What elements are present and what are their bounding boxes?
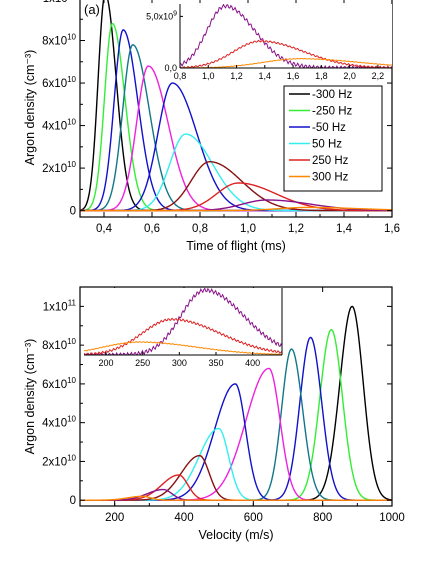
legend-label: 50 Hz xyxy=(312,139,342,151)
plot-frame xyxy=(79,286,393,507)
inset-x-tick-label: 1,6 xyxy=(287,71,300,81)
inset-y-tick-label: 5,0x109 xyxy=(146,10,177,21)
x-tick-label: 800 xyxy=(313,512,332,524)
x-tick-label: 400 xyxy=(174,512,193,524)
inset-x-tick-label: 350 xyxy=(208,358,223,368)
x-tick-label: 0,6 xyxy=(144,223,160,235)
x-axis-label: Time of flight (ms) xyxy=(186,239,286,253)
y-axis-label: Argon density (cm⁻³) xyxy=(23,339,37,455)
legend-label: 250 Hz xyxy=(312,155,349,167)
series-line xyxy=(80,495,392,501)
inset-x-tick-label: 0,8 xyxy=(174,71,187,81)
y-tick-label: 2x1010 xyxy=(42,453,76,468)
series-line xyxy=(80,427,392,501)
x-tick-label: 1,2 xyxy=(288,223,304,235)
y-tick-label: 0 xyxy=(70,495,76,507)
legend-label: -250 Hz xyxy=(312,106,353,118)
legend-label: 300 Hz xyxy=(312,172,349,184)
x-tick-label: 1,4 xyxy=(336,223,353,235)
x-axis: 0,4 0,6 0,8 1,0 1,2 1,4 1,6 Time of flight (ms) xyxy=(79,0,400,253)
inset-x-tick-label: 1,2 xyxy=(230,71,243,81)
inset-background xyxy=(180,4,392,68)
y-axis-label: Argon density (cm⁻³) xyxy=(23,50,37,166)
series-line xyxy=(80,367,392,501)
series-line xyxy=(80,454,392,501)
inset-series-line xyxy=(84,317,282,355)
y-tick-label: 4x1010 xyxy=(42,415,76,430)
inset-x-tick-label: 1,4 xyxy=(259,71,272,81)
x-tick-label: 0,4 xyxy=(96,223,113,235)
y-tick-label: 8x1010 xyxy=(42,33,76,48)
y-tick-label: 4x1010 xyxy=(42,118,76,133)
inset-y-tick-label: 0,0 xyxy=(164,63,177,73)
inset-series-line xyxy=(84,341,282,355)
x-tick-label: 1,0 xyxy=(240,223,256,235)
plot-frame xyxy=(79,0,393,218)
inset-x-tick-label: 1,0 xyxy=(202,71,215,81)
y-tick-label: 2x1010 xyxy=(42,160,76,175)
inset-x-tick-label: 1,8 xyxy=(315,71,328,81)
x-tick-label: 600 xyxy=(244,512,263,524)
inset-plot: 200 250 300 350 400 xyxy=(84,288,283,368)
x-axis: 200 400 600 800 1000 Velocity (m/s) xyxy=(79,287,405,542)
inset-x-tick-label: 400 xyxy=(245,358,260,368)
legend-label: -300 Hz xyxy=(312,89,353,101)
x-axis-label: Velocity (m/s) xyxy=(198,528,273,542)
legend-box xyxy=(283,85,383,192)
x-tick-label: 1,6 xyxy=(384,223,400,235)
series-line xyxy=(80,206,392,212)
inset-series-line xyxy=(180,39,392,68)
inset-series-line xyxy=(84,288,282,355)
inset-plot: 0,8 1,0 1,2 1,4 1,6 1,8 2,0 2,2 0,0 5,0x109 xyxy=(146,4,392,81)
panel-b: 200 400 600 800 1000 Velocity (m/s) 0 2x1010 4x1… xyxy=(23,286,405,542)
inset-x-tick-label: 2,0 xyxy=(343,71,356,81)
y-axis: 0 2x1010 4x1010 6x1010 8x1010 1x1011 Argon den… xyxy=(23,0,392,218)
y-tick-label: 1x1011 xyxy=(43,0,77,5)
y-tick-label: 1x1011 xyxy=(43,298,77,313)
panel-label: (a) xyxy=(84,2,100,17)
y-tick-label: 8x1010 xyxy=(42,337,76,352)
inset-x-tick-label: 200 xyxy=(98,358,113,368)
inset-x-tick-label: 300 xyxy=(172,358,187,368)
y-tick-label: 0 xyxy=(70,206,76,218)
series-line xyxy=(80,474,392,501)
plot-area xyxy=(80,0,392,212)
y-tick-label: 6x1010 xyxy=(42,376,76,391)
inset-x-tick-label: 250 xyxy=(135,358,150,368)
x-tick-label: 0,8 xyxy=(192,223,208,235)
plot-area xyxy=(80,305,392,501)
y-axis: 0 2x1010 4x1010 6x1010 8x1010 1x1011 Argon den… xyxy=(23,298,392,507)
x-tick-label: 200 xyxy=(105,512,124,524)
y-tick-label: 6x1010 xyxy=(42,75,76,90)
legend-label: -50 Hz xyxy=(312,122,346,134)
panel-a: 0,4 0,6 0,8 1,0 1,2 1,4 1,6 Time of flight (ms)… xyxy=(23,0,400,253)
inset-x-tick-label: 2,2 xyxy=(372,71,385,81)
legend: -300 Hz -250 Hz -50 Hz 50 Hz 250 Hz 300 Hz xyxy=(283,85,383,192)
inset-series-line xyxy=(180,57,392,68)
x-tick-label: 1000 xyxy=(379,512,405,524)
